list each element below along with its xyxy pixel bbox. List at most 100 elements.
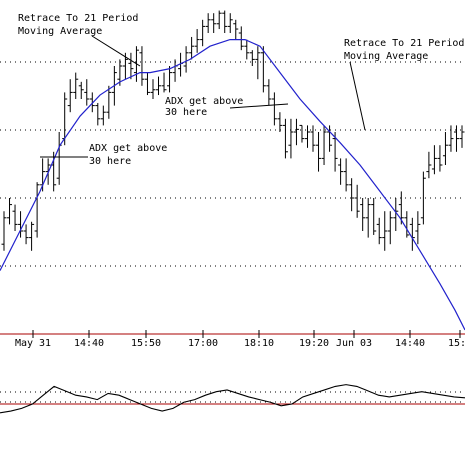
ohlc-bar: [128, 52, 134, 80]
annotation-retrace-left-line1: Retrace To 21 Period: [18, 13, 138, 24]
ohlc-bar: [365, 198, 371, 238]
annotation-adx-left-line1: ADX get above: [89, 143, 167, 154]
ohlc-bar: [78, 81, 84, 99]
ohlc-bar: [144, 72, 150, 96]
ohlc-bar: [382, 211, 388, 251]
ohlc-bar: [249, 50, 255, 66]
annotation-retrace-right: Retrace To 21 Period Moving Average: [344, 38, 464, 131]
ohlc-bar: [260, 46, 266, 93]
indicator-line: [0, 384, 465, 414]
ohlc-bar: [1, 211, 7, 251]
ohlc-bar: [442, 132, 448, 165]
ohlc-bar: [106, 85, 112, 119]
ohlc-bar: [415, 211, 421, 245]
x-tick-label: 14:40: [395, 338, 425, 349]
ohlc-bar: [167, 66, 173, 93]
ohlc-bar: [453, 125, 459, 152]
ohlc-bar: [84, 79, 90, 106]
moving-average-line: [0, 38, 465, 331]
ohlc-bar: [304, 125, 310, 148]
x-tick-label: Jun 03: [336, 338, 372, 349]
ohlc-bar: [277, 112, 283, 132]
annotation-retrace-right-line1: Retrace To 21 Period: [344, 38, 464, 49]
x-tick-label: 15:50: [131, 338, 161, 349]
ohlc-bar: [216, 10, 222, 30]
annotation-adx-left: ADX get above 30 here: [40, 143, 167, 167]
ohlc-bar: [431, 145, 437, 175]
ohlc-bar: [404, 211, 410, 238]
ohlc-bar: [376, 217, 382, 245]
ohlc-bar: [338, 158, 344, 185]
ohlc-bar: [266, 79, 272, 106]
ohlc-bar: [227, 13, 233, 33]
annotation-retrace-right-line2: Moving Average: [344, 51, 428, 62]
ohlc-bar: [62, 92, 68, 146]
ohlc-bar: [409, 217, 415, 251]
x-tick-label: 18:10: [244, 338, 274, 349]
ohlc-bar: [51, 151, 57, 192]
ohlc-bar: [200, 19, 206, 47]
x-tick-label: 14:40: [74, 338, 104, 349]
ohlc-bar: [222, 10, 228, 33]
ohlc-bar: [95, 102, 101, 126]
x-tick-label: 19:20: [299, 338, 329, 349]
x-tick-label: 15:5: [448, 338, 465, 349]
x-tick-label: May 31: [15, 338, 51, 349]
ohlc-bar: [7, 198, 13, 225]
annotation-adx-mid-pointer: [229, 103, 289, 109]
x-tick-label: 17:00: [188, 338, 218, 349]
ohlc-bar: [56, 132, 62, 185]
ohlc-bar: [371, 198, 377, 235]
indicator-grid: [0, 391, 465, 403]
annotation-retrace-right-pointer: [349, 61, 366, 131]
ohlc-bar: [387, 211, 393, 245]
annotation-retrace-left-line2: Moving Average: [18, 26, 102, 37]
ohlc-bar: [316, 132, 322, 172]
ohlc-bar: [293, 118, 299, 146]
ohlc-bar: [139, 46, 145, 86]
ohlc-bar: [282, 118, 288, 159]
ohlc-bar: [426, 151, 432, 179]
ohlc-bar: [156, 76, 162, 96]
ohlc-bar: [23, 224, 29, 245]
ohlc-bar: [194, 29, 200, 53]
ohlc-bar: [67, 79, 73, 113]
ohlc-bar: [211, 13, 217, 33]
ohlc-bar: [189, 36, 195, 60]
ohlc-bar: [299, 124, 305, 143]
ohlc-bar: [73, 72, 79, 99]
x-axis-ticks: May 31 14:40 15:50 17:00 18:10 19:20 Jun 03 14:…: [15, 330, 465, 349]
ohlc-bar: [288, 118, 294, 159]
ohlc-bar: [437, 145, 443, 172]
annotation-retrace-left: Retrace To 21 Period Moving Average: [18, 13, 141, 67]
ohlc-bar: [343, 158, 349, 192]
ohlc-bar: [244, 39, 250, 60]
ohlc-bar: [238, 26, 244, 51]
ohlc-bar: [89, 92, 95, 113]
annotation-adx-mid-line2: 30 here: [165, 107, 207, 118]
ohlc-bar: [255, 46, 261, 80]
ohlc-bar: [332, 132, 338, 172]
ohlc-bar: [100, 105, 106, 126]
ohlc-bar: [183, 46, 189, 73]
ohlc-bar: [12, 204, 18, 231]
ohlc-bar: [459, 125, 465, 148]
ohlc-bar: [233, 19, 239, 40]
ohlc-bar: [205, 13, 211, 33]
ohlc-bar: [271, 92, 277, 126]
ohlc-bar: [29, 221, 35, 251]
annotation-adx-mid: ADX get above 30 here: [165, 96, 289, 118]
ohlc-bar: [161, 72, 167, 93]
ohlc-bar: [34, 182, 40, 238]
ohlc-bar: [420, 171, 426, 225]
ohlc-bar: [393, 198, 399, 231]
ohlc-bar: [172, 59, 178, 82]
ohlc-bar: [349, 178, 355, 212]
ohlc-bar: [310, 125, 316, 152]
ohlc-bar: [150, 79, 156, 99]
ohlc-bar: [321, 125, 327, 165]
ohlc-bar: [18, 211, 24, 238]
ohlc-bar: [448, 125, 454, 152]
